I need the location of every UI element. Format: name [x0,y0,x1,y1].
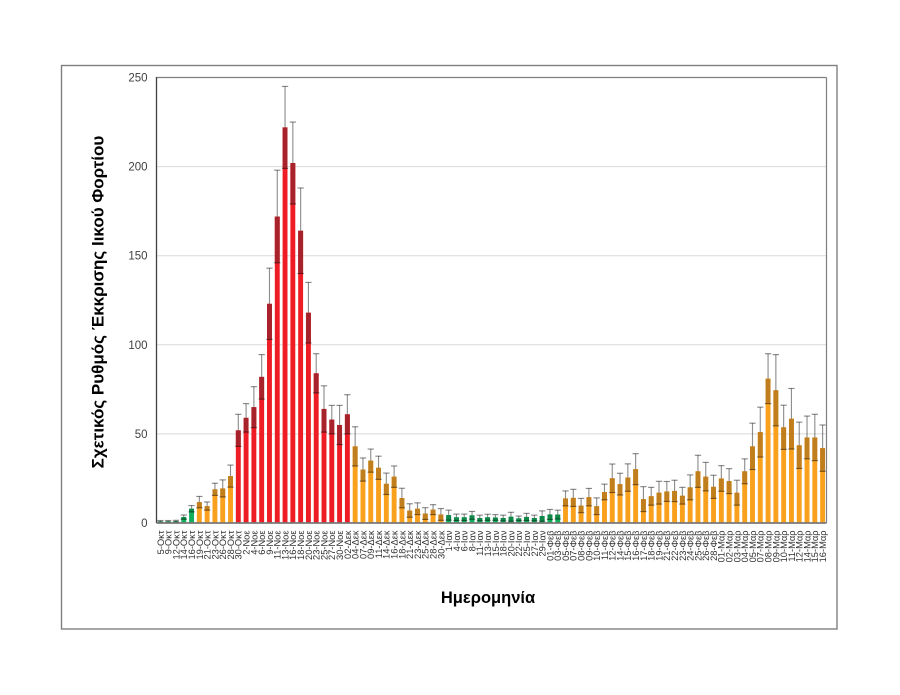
svg-text:25-Νοε: 25-Νοε [319,531,329,560]
svg-text:09-Μαρ: 09-Μαρ [771,531,781,563]
svg-text:12-Οκτ: 12-Οκτ [171,530,181,559]
svg-text:23-Νοε: 23-Νοε [312,531,322,560]
svg-text:23-Φεβ: 23-Φεβ [678,531,688,561]
svg-text:200: 200 [128,162,147,174]
svg-text:16-Νοε: 16-Νοε [288,531,298,560]
svg-text:15-Φεβ: 15-Φεβ [623,531,633,561]
svg-text:09-Δεκ: 09-Δεκ [366,530,376,559]
svg-text:17-Φεβ: 17-Φεβ [639,531,649,561]
svg-text:250: 250 [128,73,147,85]
svg-text:0: 0 [141,518,147,530]
svg-text:23-Οκτ: 23-Οκτ [210,530,220,559]
svg-text:11-Νοε: 11-Νοε [273,531,283,560]
svg-text:Σχετικός Ρυθμός Έκκρισης Ιικού: Σχετικός Ρυθμός Έκκρισης Ιικού Φορτίου [89,136,108,469]
svg-text:13-Νοε: 13-Νοε [280,531,290,560]
svg-text:5-Οκτ: 5-Οκτ [156,530,166,554]
svg-text:11-Δεκ: 11-Δεκ [374,530,384,558]
svg-text:18-Δεκ: 18-Δεκ [397,530,407,559]
svg-text:21-Οκτ: 21-Οκτ [203,530,213,559]
svg-text:28-Οκτ: 28-Οκτ [226,530,236,559]
svg-text:08-Φεβ: 08-Φεβ [576,531,586,561]
svg-text:14-Φεβ: 14-Φεβ [615,531,625,561]
svg-text:11-Φεβ: 11-Φεβ [600,531,610,561]
svg-text:50: 50 [135,429,148,441]
svg-text:23-Δεκ: 23-Δεκ [413,530,423,559]
svg-text:26-Οκτ: 26-Οκτ [218,530,228,559]
svg-text:03-Μαρ: 03-Μαρ [732,531,742,563]
svg-text:30-Οκτ: 30-Οκτ [234,530,244,559]
svg-text:18-Νοε: 18-Νοε [296,531,306,560]
svg-text:21-Δεκ: 21-Δεκ [405,530,415,559]
svg-text:07-Φεβ: 07-Φεβ [569,531,579,561]
svg-text:6-Νοε: 6-Νοε [257,531,267,555]
svg-text:15-Ιαν: 15-Ιαν [491,530,501,556]
svg-text:25-Δεκ: 25-Δεκ [421,530,431,559]
svg-text:16-Δεκ: 16-Δεκ [390,530,400,559]
svg-text:12-Μαρ: 12-Μαρ [795,531,805,563]
svg-text:19-Φεβ: 19-Φεβ [654,531,664,561]
svg-text:13-Ιαν: 13-Ιαν [483,530,493,556]
svg-text:07-Δεκ: 07-Δεκ [358,530,368,559]
svg-text:12-Φεβ: 12-Φεβ [608,531,618,561]
svg-text:10-Μαρ: 10-Μαρ [779,531,789,563]
svg-text:29-Ιαν: 29-Ιαν [538,530,548,556]
svg-text:6-Ιαν: 6-Ιαν [460,530,470,551]
svg-text:22-Ιαν: 22-Ιαν [514,530,524,556]
svg-text:11-Μαρ: 11-Μαρ [787,531,797,562]
svg-text:28-Δεκ: 28-Δεκ [428,530,438,559]
svg-text:07-Μαρ: 07-Μαρ [756,531,766,563]
svg-text:30-Νοε: 30-Νοε [335,531,345,560]
svg-text:9-Οκτ: 9-Οκτ [164,530,174,554]
svg-text:18-Ιαν: 18-Ιαν [499,530,509,556]
svg-text:01-Μαρ: 01-Μαρ [717,531,727,563]
svg-text:15-Μαρ: 15-Μαρ [810,531,820,563]
svg-text:20-Νοε: 20-Νοε [304,531,314,560]
svg-text:21-Φεβ: 21-Φεβ [662,531,672,561]
svg-text:01-Φεβ: 01-Φεβ [545,531,555,561]
svg-text:22-Φεβ: 22-Φεβ [670,531,680,561]
svg-text:24-Φεβ: 24-Φεβ [686,531,696,561]
svg-text:18-Φεβ: 18-Φεβ [647,531,657,561]
svg-text:16-Φεβ: 16-Φεβ [631,531,641,561]
svg-text:4-Ιαν: 4-Ιαν [452,530,462,551]
svg-text:1-Ιαν: 1-Ιαν [444,530,454,551]
svg-text:25-Ιαν: 25-Ιαν [522,530,532,556]
svg-text:27-Ιαν: 27-Ιαν [530,530,540,556]
svg-text:14-Μαρ: 14-Μαρ [802,531,812,563]
svg-text:150: 150 [128,251,147,263]
svg-text:20-Ιαν: 20-Ιαν [506,530,516,556]
svg-text:16-Οκτ: 16-Οκτ [187,530,197,559]
svg-text:100: 100 [128,340,147,352]
svg-text:03-Φεβ: 03-Φεβ [553,531,563,561]
svg-text:05-Φεβ: 05-Φεβ [561,531,571,561]
svg-text:27-Νοε: 27-Νοε [327,531,337,560]
svg-text:26-Φεβ: 26-Φεβ [701,531,711,561]
svg-text:8-Ιαν: 8-Ιαν [467,530,477,551]
svg-text:04-Μαρ: 04-Μαρ [740,531,750,563]
svg-text:4-Νοε: 4-Νοε [249,531,259,555]
svg-text:Ημερομηνία: Ημερομηνία [441,589,535,607]
svg-text:05-Μαρ: 05-Μαρ [748,531,758,563]
svg-text:9-Νοε: 9-Νοε [265,531,275,555]
svg-text:25-Φεβ: 25-Φεβ [693,531,703,561]
svg-text:14-Οκτ: 14-Οκτ [179,530,189,559]
svg-text:2-Νοε: 2-Νοε [241,531,251,555]
svg-text:30-Δεκ: 30-Δεκ [436,530,446,559]
svg-text:04-Δεκ: 04-Δεκ [351,530,361,559]
svg-text:16-Μαρ: 16-Μαρ [818,531,828,563]
svg-text:11-Ιαν: 11-Ιαν [475,530,485,556]
svg-text:08-Μαρ: 08-Μαρ [763,531,773,563]
svg-text:09-Φεβ: 09-Φεβ [584,531,594,561]
svg-text:10-Φεβ: 10-Φεβ [592,531,602,561]
svg-text:28-Φεβ: 28-Φεβ [709,531,719,561]
svg-text:02-Δεκ: 02-Δεκ [343,530,353,559]
svg-text:14-Δεκ: 14-Δεκ [382,530,392,559]
svg-text:02-Μαρ: 02-Μαρ [725,531,735,563]
svg-text:19-Οκτ: 19-Οκτ [195,530,205,559]
